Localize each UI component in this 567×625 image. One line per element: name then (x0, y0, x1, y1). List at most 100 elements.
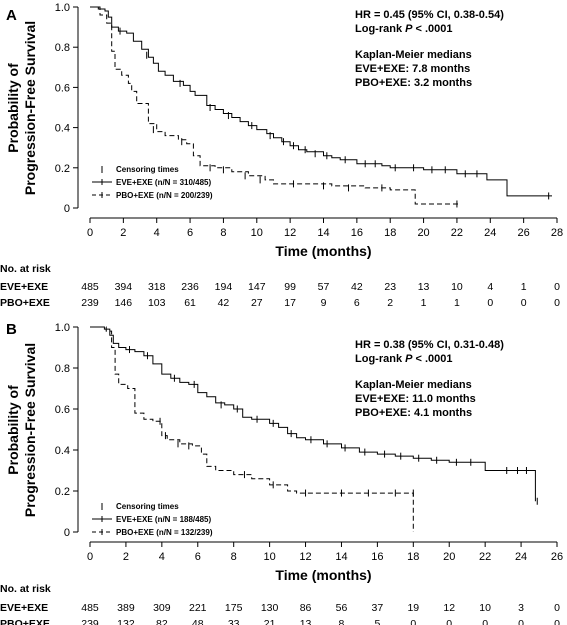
x-tick-label: 8 (220, 227, 226, 239)
hazard-ratio-text: HR = 0.45 (95% CI, 0.38-0.54) (355, 9, 504, 21)
risk-value: 0 (446, 618, 452, 625)
legend-censor-label: Censoring times (116, 165, 179, 174)
series-pbo-exe-curve (90, 6, 461, 205)
x-tick-label: 22 (451, 227, 463, 239)
risk-value: 82 (156, 618, 168, 625)
risk-value: 394 (115, 281, 133, 293)
series-pbo-exe-curve (90, 326, 414, 532)
risk-value: 132 (117, 618, 135, 625)
x-tick-label: 0 (87, 551, 93, 563)
risk-value: 42 (218, 297, 230, 309)
x-tick-label: 6 (187, 227, 193, 239)
hazard-ratio-text: HR = 0.38 (95% CI, 0.31-0.48) (355, 339, 504, 351)
legend-pbo-label: PBO+EXE (n/N = 132/239) (116, 528, 213, 537)
risk-value: 221 (189, 602, 207, 614)
x-tick-label: 22 (479, 551, 491, 563)
legend-censor-label: Censoring times (116, 502, 179, 511)
x-tick-label: 14 (317, 227, 329, 239)
km-medians-title: Kaplan-Meier medians (355, 379, 472, 391)
logrank-suffix: < .0001 (412, 23, 452, 35)
risk-value: 1 (454, 297, 460, 309)
risk-value: 19 (407, 602, 419, 614)
y-tick-label: 0.2 (55, 486, 70, 498)
y-axis-title: Probability of Progression-Free Survival (5, 21, 38, 195)
risk-value: 2 (387, 297, 393, 309)
risk-value: 239 (81, 618, 99, 625)
km-median-eve: EVE+EXE: 11.0 months (355, 393, 476, 405)
y-axis-title-line2: Progression-Free Survival (22, 21, 38, 195)
x-tick-label: 8 (231, 551, 237, 563)
risk-value: 27 (251, 297, 263, 309)
x-tick-label: 10 (251, 227, 263, 239)
panel-letter: B (6, 321, 17, 338)
risk-value: 99 (284, 281, 296, 293)
x-tick-label: 18 (384, 227, 396, 239)
risk-value: 103 (148, 297, 166, 309)
risk-value: 130 (261, 602, 279, 614)
risk-value: 56 (336, 602, 348, 614)
risk-value: 17 (284, 297, 296, 309)
series-eve-exe-curve (90, 6, 552, 197)
risk-row-label: EVE+EXE (0, 281, 48, 293)
risk-table-title: No. at risk (0, 263, 51, 275)
risk-value: 42 (351, 281, 363, 293)
y-tick-label: 0 (64, 203, 70, 215)
logrank-prefix: Log-rank (355, 353, 405, 365)
risk-value: 239 (81, 297, 99, 309)
y-axis-title-line1: Probability of (5, 385, 21, 475)
x-tick-label: 10 (263, 551, 275, 563)
risk-value: 485 (81, 602, 99, 614)
km-median-pbo: PBO+EXE: 3.2 months (355, 77, 472, 89)
risk-value: 147 (248, 281, 266, 293)
y-tick-label: 0.4 (55, 123, 70, 135)
y-tick-label: 0.6 (55, 404, 70, 416)
risk-value: 21 (264, 618, 276, 625)
risk-value: 0 (482, 618, 488, 625)
x-tick-label: 14 (335, 551, 347, 563)
risk-value: 61 (184, 297, 196, 309)
logrank-p: P (405, 23, 413, 35)
risk-value: 0 (518, 618, 524, 625)
risk-value: 309 (153, 602, 171, 614)
legend-eve-label: EVE+EXE (n/N = 188/485) (116, 515, 211, 524)
risk-value: 4 (487, 281, 493, 293)
risk-row-label: PBO+EXE (0, 297, 50, 309)
legend: Censoring times EVE+EXE (n/N = 310/485) PB… (92, 165, 213, 200)
risk-value: 146 (115, 297, 133, 309)
risk-value: 485 (81, 281, 99, 293)
risk-value: 0 (554, 618, 560, 625)
risk-value: 37 (372, 602, 384, 614)
risk-value: 1 (521, 281, 527, 293)
x-tick-label: 18 (407, 551, 419, 563)
logrank-prefix: Log-rank (355, 23, 405, 35)
panel-b: B Probability of Progression-Free Survival… (0, 321, 563, 625)
risk-value: 33 (228, 618, 240, 625)
y-tick-label: 1.0 (55, 322, 70, 334)
x-tick-label: 0 (87, 227, 93, 239)
km-median-eve: EVE+EXE: 7.8 months (355, 63, 470, 75)
logrank-p: P (405, 353, 413, 365)
risk-value: 48 (192, 618, 204, 625)
risk-value: 3 (518, 602, 524, 614)
y-axis-title-line1: Probability of (5, 63, 21, 153)
x-tick-label: 24 (515, 551, 527, 563)
km-medians-title: Kaplan-Meier medians (355, 49, 472, 61)
legend-pbo-label: PBO+EXE (n/N = 200/239) (116, 191, 213, 200)
risk-value: 1 (421, 297, 427, 309)
km-median-pbo: PBO+EXE: 4.1 months (355, 407, 472, 419)
x-tick-label: 4 (154, 227, 160, 239)
logrank-text: Log-rank P < .0001 (355, 23, 453, 35)
risk-value: 0 (554, 602, 560, 614)
x-tick-label: 2 (123, 551, 129, 563)
x-tick-label: 20 (443, 551, 455, 563)
x-tick-label: 20 (417, 227, 429, 239)
x-axis-title: Time (months) (275, 567, 371, 583)
risk-value: 194 (215, 281, 233, 293)
panel-letter: A (6, 7, 17, 24)
x-tick-label: 26 (518, 227, 530, 239)
y-tick-label: 0.4 (55, 445, 70, 457)
risk-value: 0 (554, 281, 560, 293)
logrank-suffix: < .0001 (412, 353, 452, 365)
